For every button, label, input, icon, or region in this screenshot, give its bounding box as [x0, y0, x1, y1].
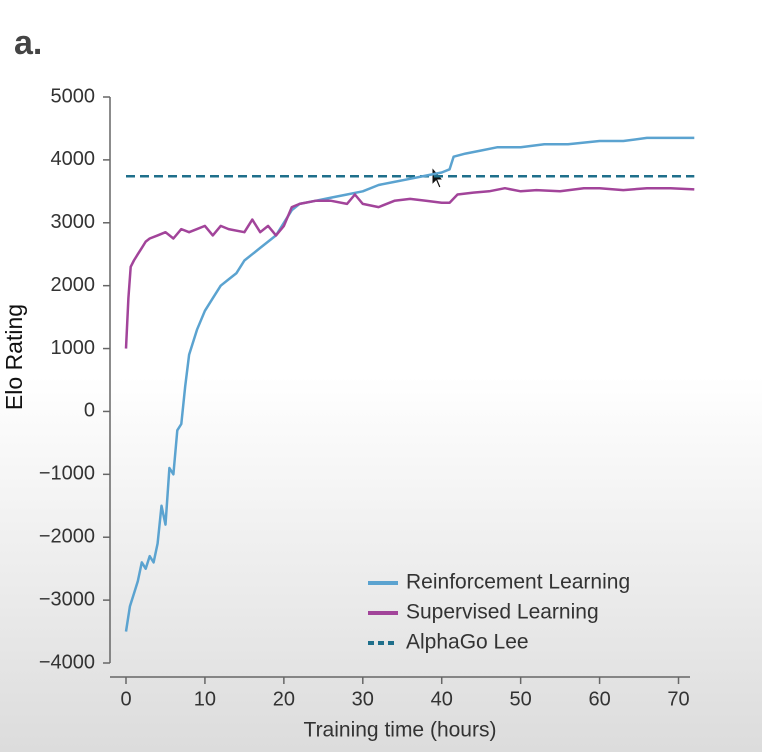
x-tick-label: 50: [510, 688, 532, 710]
x-tick-label: 10: [194, 688, 216, 710]
y-tick-label: −1000: [39, 463, 95, 485]
panel-label: a.: [14, 24, 42, 62]
y-tick-label: 4000: [51, 148, 96, 170]
y-tick-label: −2000: [39, 526, 95, 548]
y-tick-label: −3000: [39, 588, 95, 610]
x-tick-label: 0: [120, 688, 131, 710]
x-tick-label: 60: [588, 688, 610, 710]
y-tick-label: 1000: [51, 337, 96, 359]
x-axis-label: Training time (hours): [304, 719, 497, 742]
y-axis-label: Elo Rating: [1, 304, 27, 410]
series-line: [124, 136, 695, 632]
y-tick-label: −4000: [39, 651, 95, 673]
x-tick-label: 30: [352, 688, 374, 710]
cursor: [431, 165, 445, 189]
legend-label: Reinforcement Learning: [406, 571, 630, 594]
legend-label: AlphaGo Lee: [406, 631, 529, 654]
y-tick-label: 2000: [51, 274, 96, 296]
y-tick-label: 5000: [51, 85, 96, 107]
legend-label: Supervised Learning: [406, 601, 599, 624]
series-line: [124, 186, 695, 349]
y-tick-label: 0: [84, 400, 95, 422]
x-tick-label: 20: [273, 688, 295, 710]
x-tick-label: 70: [667, 688, 689, 710]
y-tick-label: 3000: [51, 211, 96, 233]
x-tick-label: 40: [431, 688, 453, 710]
